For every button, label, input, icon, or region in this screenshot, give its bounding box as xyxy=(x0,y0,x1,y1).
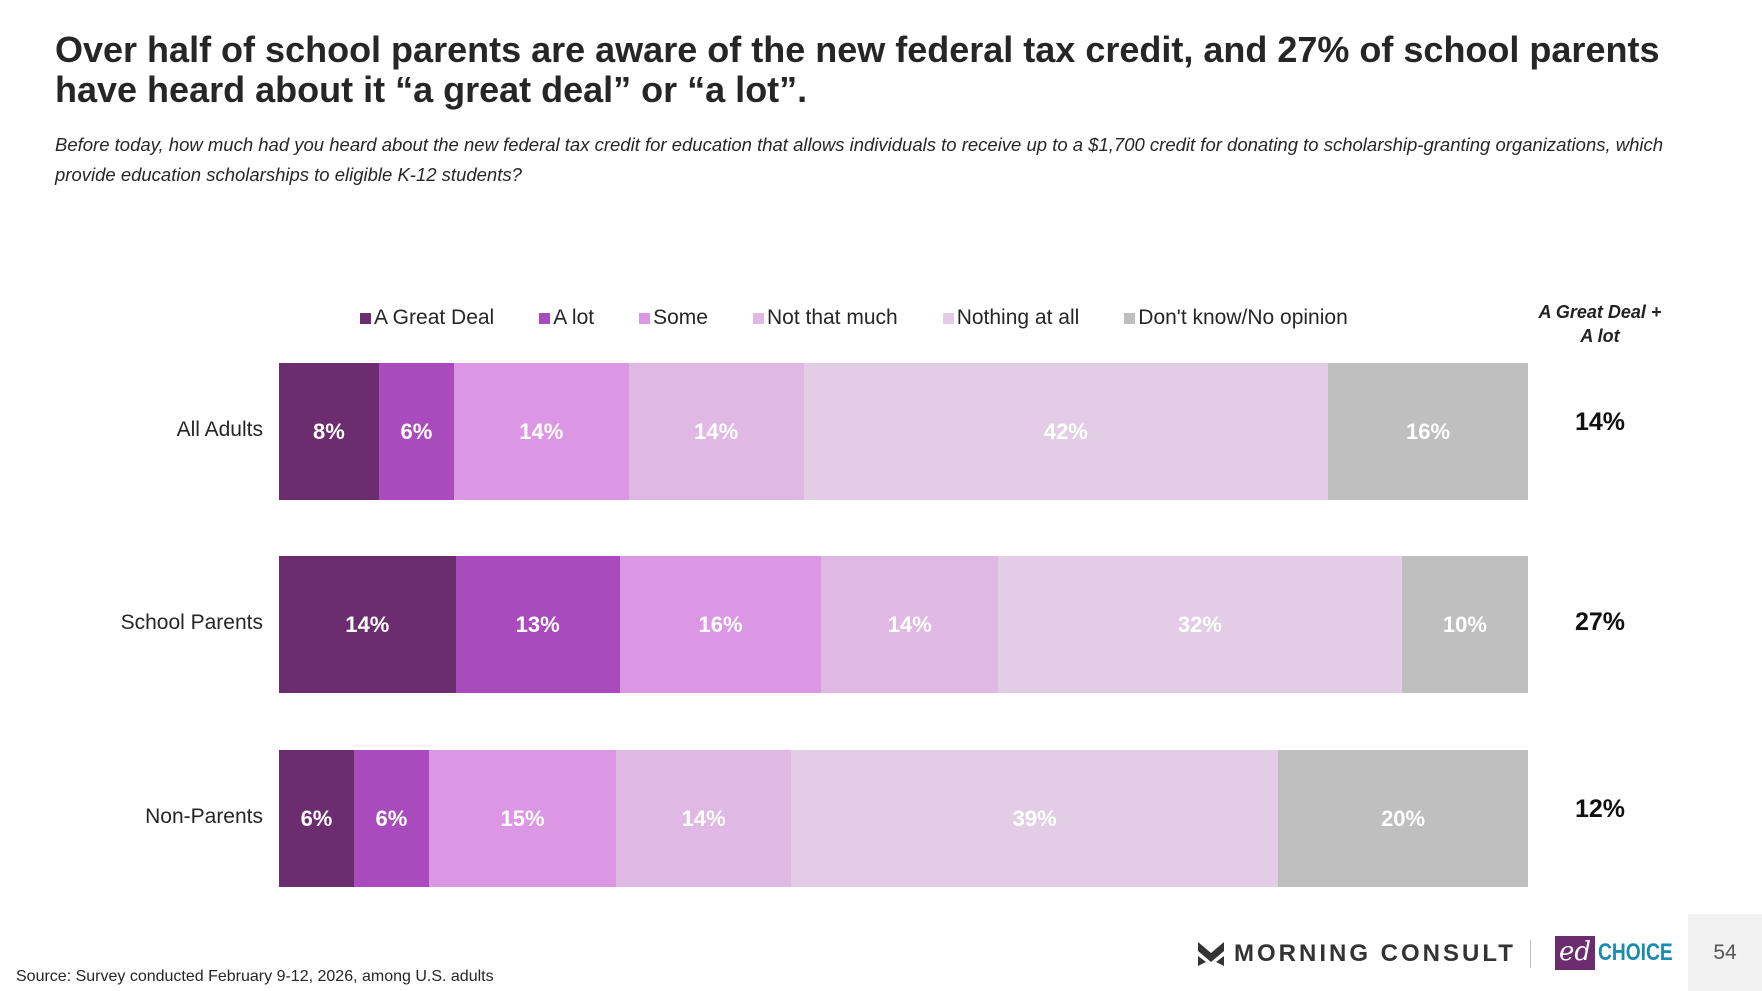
legend-label: Don't know/No opinion xyxy=(1138,306,1348,329)
bar-segment: 14% xyxy=(279,556,456,693)
legend-item: Don't know/No opinion xyxy=(1124,306,1348,330)
bar-segment: 8% xyxy=(279,363,379,500)
legend-swatch xyxy=(942,312,954,324)
stacked-bar: 6% 6% 15% 14% 39% 20% xyxy=(279,750,1528,887)
data-label: 14% xyxy=(694,418,739,444)
morning-consult-text: MORNING CONSULT xyxy=(1234,940,1516,967)
legend-label: Nothing at all xyxy=(956,306,1080,329)
stacked-bar: 8% 6% 14% 14% 42% 16% xyxy=(279,363,1528,500)
legend-swatch xyxy=(639,312,651,324)
bar-segment: 6% xyxy=(279,750,354,887)
source-note: Source: Survey conducted February 9-12, … xyxy=(16,968,494,985)
morning-consult-mark-icon xyxy=(1198,942,1224,966)
page-number: 54 xyxy=(1688,914,1762,991)
data-label: 10% xyxy=(1442,611,1487,637)
totals-header: A Great Deal + A lot xyxy=(1538,302,1662,346)
logo-divider xyxy=(1530,940,1531,968)
legend-item: A lot xyxy=(539,306,594,330)
bar-segment: 6% xyxy=(378,363,454,500)
data-label: 16% xyxy=(698,611,743,637)
bar-segment: 14% xyxy=(453,363,629,500)
data-label: 32% xyxy=(1177,611,1222,637)
bar-segment: 16% xyxy=(619,556,822,693)
bar-segment: 14% xyxy=(628,363,804,500)
bar-segment: 10% xyxy=(1401,556,1528,693)
bar-segment: 13% xyxy=(455,556,620,693)
category-label: Non-Parents xyxy=(145,805,263,828)
bar-segment: 32% xyxy=(998,556,1402,693)
edchoice-logo: ed CHOICE xyxy=(1555,936,1691,970)
bar-segment: 42% xyxy=(803,363,1329,500)
legend-item: Some xyxy=(639,306,708,330)
data-label: 42% xyxy=(1043,418,1088,444)
edchoice-choice: CHOICE xyxy=(1598,939,1673,966)
bar-segment: 16% xyxy=(1328,363,1528,500)
legend-label: Some xyxy=(653,306,708,329)
total-value: 12% xyxy=(1574,795,1626,823)
legend-label: A Great Deal xyxy=(374,306,495,329)
data-label: 6% xyxy=(300,805,333,831)
bar-segment: 14% xyxy=(821,556,999,693)
bar-segment: 15% xyxy=(428,750,617,887)
data-label: 8% xyxy=(313,418,345,444)
category-label: All Adults xyxy=(176,418,263,441)
slide-title: Over half of school parents are aware of… xyxy=(55,29,1660,110)
total-value: 14% xyxy=(1574,408,1626,436)
survey-question: Before today, how much had you heard abo… xyxy=(55,134,1664,185)
data-label: 39% xyxy=(1012,805,1057,831)
data-label: 14% xyxy=(345,611,390,637)
legend-label: Not that much xyxy=(766,306,898,329)
chart-legend: A Great Deal A lot Some Not that much Nothin… xyxy=(360,306,1393,330)
edchoice-ed: ed xyxy=(1555,936,1596,970)
stacked-bar: 14% 13% 16% 14% 32% 10% xyxy=(279,556,1528,693)
data-label: 14% xyxy=(681,805,726,831)
data-label: 15% xyxy=(500,805,545,831)
legend-swatch xyxy=(1124,312,1136,324)
bar-segment: 20% xyxy=(1278,750,1528,887)
data-label: 13% xyxy=(515,611,560,637)
data-label: 14% xyxy=(519,418,564,444)
data-label: 14% xyxy=(887,611,932,637)
bar-segment: 39% xyxy=(791,750,1279,887)
legend-swatch xyxy=(752,312,764,324)
data-label: 20% xyxy=(1381,805,1426,831)
bar-segment: 6% xyxy=(353,750,429,887)
legend-swatch xyxy=(360,312,371,324)
data-label: 6% xyxy=(400,418,433,444)
legend-item: Not that much xyxy=(752,306,898,330)
data-label: 6% xyxy=(375,805,408,831)
legend-item: A Great Deal xyxy=(360,306,494,330)
morning-consult-logo: MORNING CONSULT xyxy=(1198,940,1516,968)
data-label: 16% xyxy=(1406,418,1451,444)
legend-swatch xyxy=(539,312,551,324)
total-value: 27% xyxy=(1574,608,1626,636)
legend-item: Nothing at all xyxy=(942,306,1080,330)
legend-label: A lot xyxy=(553,306,595,329)
category-label: School Parents xyxy=(120,611,263,634)
bar-segment: 14% xyxy=(616,750,792,887)
